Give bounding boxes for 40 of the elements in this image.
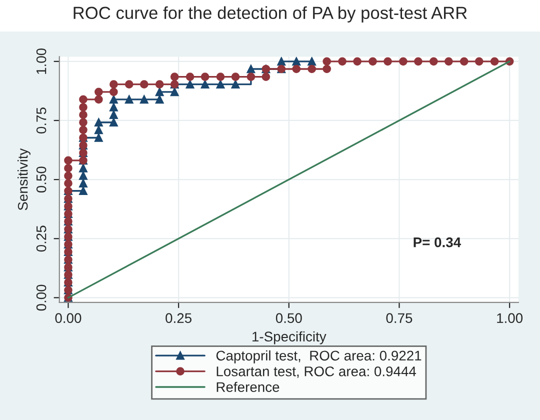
point	[79, 172, 88, 180]
point	[155, 88, 164, 96]
legend-label: Reference	[216, 382, 280, 392]
point	[140, 95, 148, 104]
x-tick-label: 1.00	[497, 313, 523, 324]
point	[292, 57, 301, 66]
point	[308, 57, 316, 66]
point	[231, 80, 240, 89]
y-tick-label: 0.25	[36, 226, 46, 252]
point	[94, 126, 103, 134]
y-tick-label: 1.00	[36, 48, 46, 74]
point	[79, 186, 88, 196]
point	[246, 64, 256, 74]
point	[155, 95, 164, 104]
point	[94, 118, 103, 127]
annotation: P= 0.34	[414, 237, 462, 248]
y-tick-label: 0.75	[36, 108, 46, 134]
x-tick-label: 0.25	[166, 313, 192, 324]
point	[94, 134, 103, 142]
point	[186, 80, 194, 89]
point	[110, 103, 118, 112]
x-axis-title: 1-Specificity	[252, 331, 326, 344]
legend-label: Losartan test, ROC area: 0.9444	[216, 366, 416, 378]
point	[277, 57, 286, 66]
point	[200, 80, 210, 89]
point	[216, 80, 225, 89]
point	[124, 95, 134, 104]
point	[170, 88, 179, 96]
point	[110, 110, 118, 119]
x-tick-label: 0.00	[55, 313, 82, 324]
point	[110, 118, 118, 127]
legend-label: Captopril test, ROC area: 0.9221	[216, 350, 422, 364]
chart-title: ROC curve for the detection of PA by post-test ARR	[74, 6, 467, 22]
point	[79, 164, 88, 172]
x-tick-label: 0.75	[386, 313, 412, 324]
point	[110, 95, 118, 104]
y-tick-label: 0.50	[36, 166, 46, 193]
y-axis-title: Sensitivity	[18, 148, 30, 210]
point	[79, 179, 88, 188]
x-tick-label: 0.50	[276, 313, 302, 324]
